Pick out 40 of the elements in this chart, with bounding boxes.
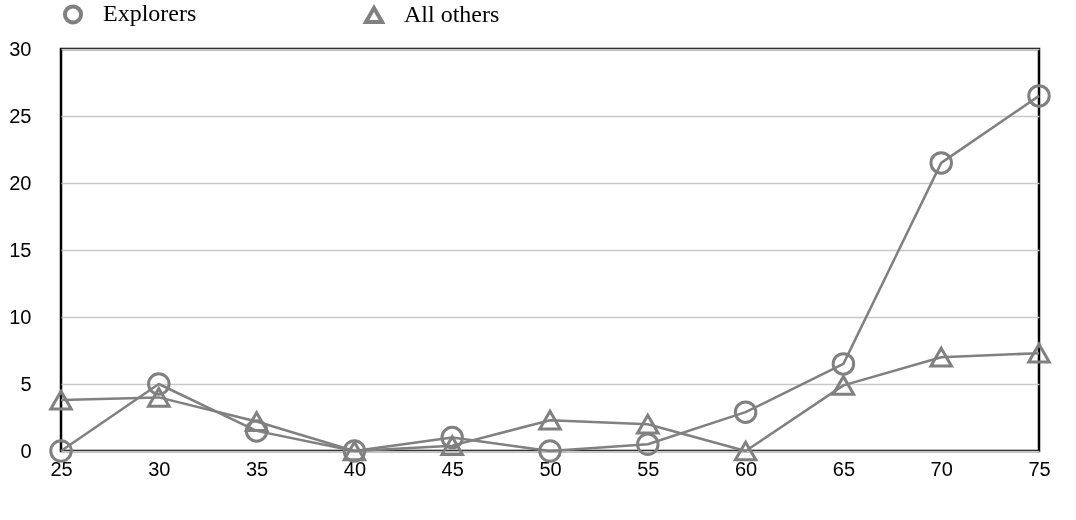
point: [244, 411, 269, 432]
point: [147, 387, 171, 408]
legend-label: All others: [404, 1, 500, 28]
legend-label: Explorers: [103, 0, 197, 27]
point: [929, 151, 953, 175]
y-tick-label: 15: [9, 238, 32, 261]
y-tick-label: 20: [9, 171, 32, 194]
point: [538, 439, 562, 463]
point: [49, 389, 73, 411]
x-tick-label: 75: [1028, 457, 1051, 480]
point: [929, 346, 953, 368]
x-tick-label: 40: [343, 457, 367, 480]
y-tick-label: 30: [9, 37, 32, 60]
point: [49, 439, 73, 463]
point: [1027, 342, 1051, 364]
point: [733, 440, 758, 462]
y-tick-label: 25: [9, 104, 32, 127]
x-tick-label: 55: [637, 457, 660, 480]
x-tick-label: 70: [930, 457, 953, 480]
x-tick-label: 65: [832, 457, 856, 480]
point: [244, 419, 269, 443]
point: [440, 425, 464, 450]
point: [1027, 84, 1051, 108]
point: [831, 352, 856, 376]
x-tick-label: 60: [734, 457, 758, 480]
point: [733, 400, 758, 424]
x-tick-label: 50: [539, 457, 562, 480]
y-tick-label: 5: [20, 372, 32, 395]
x-tick-label: 30: [148, 457, 171, 480]
x-tick-label: 35: [245, 457, 269, 480]
point: [636, 413, 660, 435]
y-tick-label: 0: [20, 439, 32, 462]
point: [147, 372, 171, 396]
point: [636, 432, 660, 457]
y-tick-label: 10: [9, 305, 32, 328]
x-tick-label: 25: [50, 457, 73, 480]
point: [831, 374, 856, 396]
point: [440, 435, 464, 457]
point: [538, 409, 562, 431]
x-tick-label: 45: [441, 457, 464, 480]
